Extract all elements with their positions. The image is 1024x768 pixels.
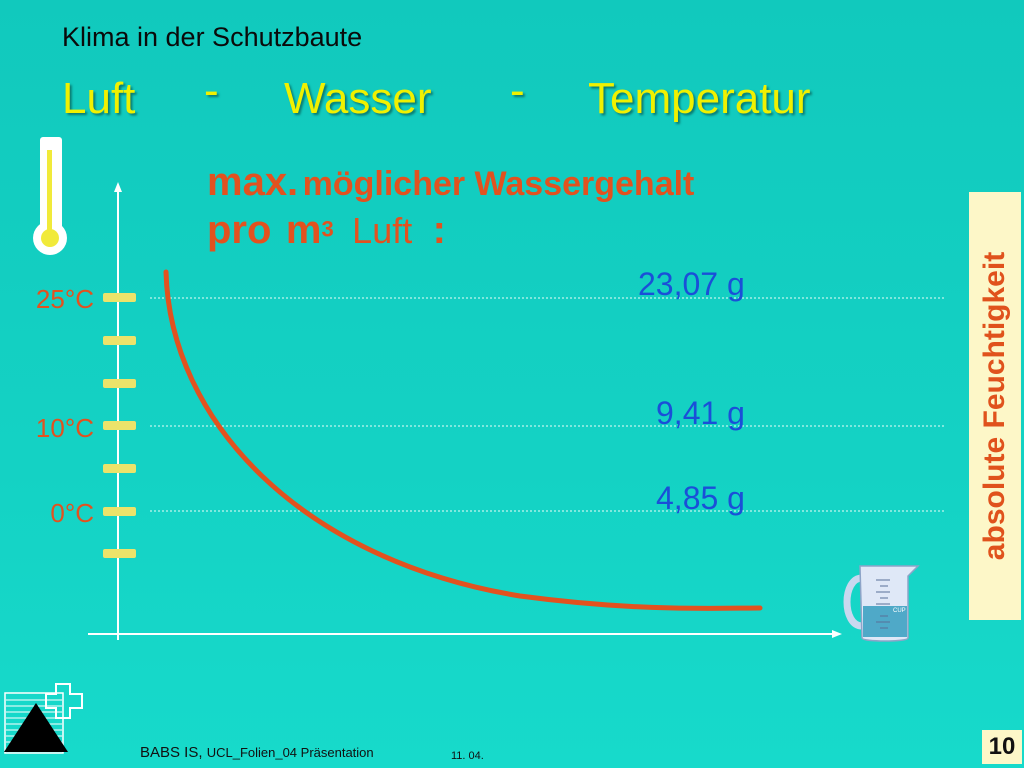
title-dash-1: -	[204, 66, 219, 115]
footer-text: BABS IS, UCL_Folien_04 Präsentation	[140, 744, 374, 761]
heading-m-superscript: 3	[321, 216, 334, 242]
footer-date: 11. 04.	[451, 750, 484, 762]
heading-wassergehalt: möglicher Wassergehalt	[302, 165, 695, 203]
temp-label-10: 10°C	[35, 413, 94, 443]
thermometer-icon	[33, 137, 67, 255]
heading-pro: pro	[207, 208, 272, 252]
title-dash-2: -	[510, 66, 525, 115]
temp-label-0: 0°C	[50, 498, 94, 528]
measuring-cup-label: CUP	[893, 608, 906, 614]
title-word-wasser: Wasser	[284, 74, 432, 123]
scale-tick	[103, 379, 136, 388]
slide-subtitle: Klima in der Schutzbaute	[62, 22, 363, 52]
footer-doc: UCL_Folien_04 Präsentation	[206, 745, 374, 760]
scale-tick	[103, 336, 136, 345]
temp-label-25: 25°C	[35, 284, 94, 314]
content-heading: max. möglicher Wassergehalt pro m3 Luft …	[207, 160, 694, 253]
scale-tick	[103, 464, 136, 473]
title-word-luft: Luft	[62, 74, 136, 123]
title-word-temperatur: Temperatur	[588, 74, 811, 123]
heading-luft: Luft	[352, 210, 413, 251]
slide-title: Luft - Wasser - Temperatur	[62, 66, 862, 126]
heading-max: max.	[207, 160, 299, 204]
value-0c: 4,85 g	[656, 480, 745, 516]
x-axis-arrow	[832, 630, 842, 638]
measuring-cup-icon: CUP	[843, 565, 920, 642]
scale-tick	[103, 293, 136, 302]
value-10c: 9,41 g	[656, 395, 745, 431]
temperature-scale-ticks	[103, 293, 136, 558]
civil-protection-logo	[4, 683, 83, 754]
footer-org: BABS IS,	[140, 744, 203, 761]
scale-tick	[103, 507, 136, 516]
heading-colon: :	[432, 208, 446, 252]
heading-m: m	[285, 208, 322, 252]
y-axis-arrow	[114, 182, 122, 192]
side-label-text: absolute Feuchtigkeit	[978, 251, 1011, 561]
value-25c: 23,07 g	[638, 266, 745, 302]
scale-tick	[103, 549, 136, 558]
scale-tick	[103, 421, 136, 430]
side-label-box: absolute Feuchtigkeit	[969, 192, 1021, 620]
page-number: 10	[982, 730, 1022, 764]
saturation-curve	[163, 269, 763, 611]
